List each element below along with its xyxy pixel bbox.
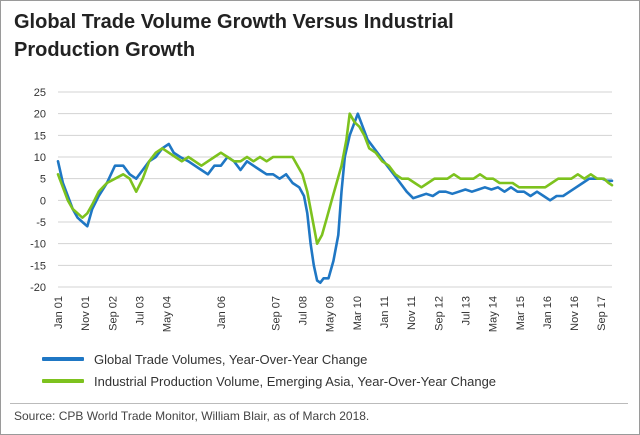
x-tick-label: May 04 (162, 296, 174, 332)
y-tick-label: 20 (34, 109, 46, 121)
chart-legend: Global Trade Volumes, Year-Over-Year Cha… (42, 348, 496, 392)
footer-divider (10, 403, 628, 404)
x-tick-label: Jul 13 (460, 296, 472, 325)
legend-label-industrial-production: Industrial Production Volume, Emerging A… (94, 373, 497, 389)
x-tick-label: Sep 07 (270, 296, 282, 331)
y-tick-label: -5 (36, 217, 46, 229)
x-tick-label: Sep 02 (107, 296, 119, 331)
legend-swatch-global-trade (42, 357, 84, 361)
y-tick-label: 25 (34, 87, 46, 99)
y-tick-label: 0 (40, 195, 46, 207)
x-tick-label: May 14 (487, 296, 499, 332)
series-line-industrial-production (56, 112, 614, 245)
x-tick-label: Sep 17 (596, 296, 608, 331)
chart-title: Global Trade Volume Growth Versus Indust… (14, 8, 614, 64)
x-tick-label: Nov 16 (569, 296, 581, 331)
x-tick-label: Jan 01 (53, 296, 65, 329)
legend-item-global-trade: Global Trade Volumes, Year-Over-Year Cha… (42, 348, 496, 370)
y-tick-label: -10 (30, 239, 46, 251)
x-tick-label: Jul 08 (297, 296, 309, 325)
x-tick-label: Nov 01 (80, 296, 92, 331)
legend-swatch-industrial-production (42, 379, 84, 383)
chart-title-line-1: Global Trade Volume Growth Versus Indust… (14, 11, 454, 33)
y-tick-label: 15 (34, 130, 46, 142)
x-tick-label: Jan 16 (542, 296, 554, 329)
series-line-global-trade (56, 112, 614, 284)
x-tick-label: Jul 03 (134, 296, 146, 325)
y-tick-label: 5 (40, 174, 46, 186)
y-tick-label: -15 (30, 260, 46, 272)
line-chart: 25 20 15 10 5 0 -5 -10 -15 -20 Jan 01 Nov 01 Sep 02 J… (30, 87, 614, 332)
x-tick-label: Sep 12 (433, 296, 445, 331)
x-tick-label: Jan 11 (379, 296, 391, 328)
legend-item-industrial-production: Industrial Production Volume, Emerging A… (42, 370, 496, 392)
x-tick-label: Mar 10 (352, 296, 364, 330)
y-tick-label: -20 (30, 282, 46, 294)
chart-title-line-2: Production Growth (14, 39, 196, 61)
x-tick-label: Jan 06 (216, 296, 228, 329)
source-note: Source: CPB World Trade Monitor, William… (14, 409, 370, 423)
x-tick-label: Nov 11 (406, 296, 418, 330)
x-tick-label: Mar 15 (515, 296, 527, 330)
legend-label-global-trade: Global Trade Volumes, Year-Over-Year Cha… (94, 351, 368, 367)
x-tick-label: May 09 (324, 296, 336, 332)
y-tick-label: 10 (34, 152, 46, 164)
